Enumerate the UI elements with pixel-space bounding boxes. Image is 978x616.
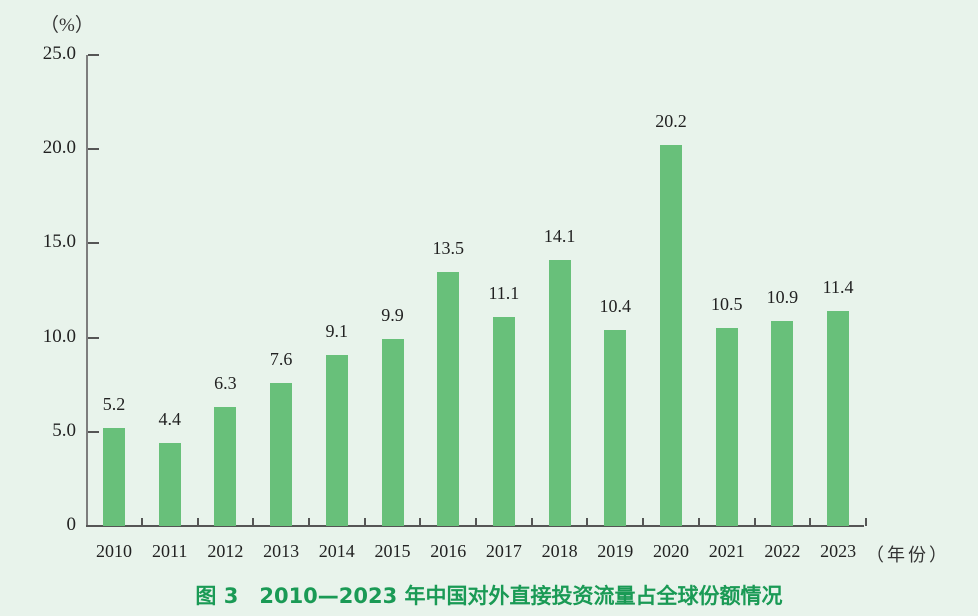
- bar-2017: [492, 316, 515, 526]
- y-tick-mark: [88, 148, 99, 151]
- y-tick-label: 15.0: [42, 231, 76, 253]
- x-tick-label: 2012: [207, 541, 244, 561]
- x-tick-label: 2023: [820, 541, 857, 561]
- x-tick-label: 2011: [152, 541, 188, 561]
- x-tick-label: 2020: [653, 541, 689, 561]
- bar-2021: [715, 328, 738, 526]
- x-tick-mark: [252, 518, 255, 526]
- y-tick-label: 5.0: [52, 419, 76, 441]
- x-tick-mark: [809, 518, 812, 526]
- bar-value-label: 6.3: [214, 373, 237, 394]
- bar-value-label: 10.9: [766, 286, 799, 307]
- bar-2013: [270, 382, 293, 526]
- y-tick-mark: [88, 54, 99, 56]
- bar-2011: [158, 443, 181, 526]
- bar-2019: [604, 330, 627, 526]
- bar-2015: [381, 339, 404, 526]
- x-tick-label: 2016: [430, 541, 467, 561]
- bar-2018: [548, 260, 571, 526]
- bar-value-label: 11.4: [822, 277, 854, 298]
- bar-value-label: 4.4: [158, 409, 181, 430]
- bar-2010: [103, 428, 125, 526]
- x-tick-mark: [697, 518, 700, 526]
- x-tick-label: 2013: [263, 541, 300, 561]
- bar-value-label: 7.6: [269, 348, 293, 369]
- x-tick-label: 2015: [374, 541, 411, 561]
- bar-value-label: 11.1: [488, 282, 520, 303]
- x-tick-label: 2022: [764, 541, 801, 561]
- bar-value-label: 14.1: [543, 226, 576, 247]
- x-tick-mark: [196, 518, 199, 526]
- y-tick-label: 10.0: [42, 325, 76, 347]
- y-tick-label: 0: [66, 514, 77, 535]
- bar-value-label: 10.5: [710, 294, 743, 315]
- chart-caption: 图 3 2010—2023 年中国对外直接投资流量占全球份额情况: [195, 584, 783, 608]
- bar-value-label: 13.5: [432, 237, 464, 258]
- x-tick-mark: [753, 518, 756, 526]
- bar-value-label: 10.4: [599, 296, 632, 317]
- x-tick-mark: [642, 518, 645, 526]
- x-axis-line: [86, 525, 864, 527]
- x-tick-mark: [530, 518, 533, 526]
- x-tick-label: 2021: [708, 541, 745, 561]
- x-tick-label: 2010: [96, 541, 132, 561]
- bar-2014: [325, 354, 348, 526]
- x-axis-unit-label: （年份）: [866, 545, 950, 566]
- bar-value-label: 9.9: [381, 305, 404, 326]
- x-tick-mark: [586, 518, 589, 526]
- y-tick-mark: [88, 430, 99, 433]
- y-tick-label: 25.0: [42, 43, 76, 64]
- x-tick-mark: [864, 518, 867, 526]
- x-tick-label: 2018: [541, 541, 578, 561]
- bar-value-label: 20.2: [655, 111, 687, 132]
- bar-value-label: 9.1: [325, 320, 349, 341]
- x-tick-mark: [475, 518, 478, 526]
- y-tick-mark: [88, 242, 99, 245]
- y-axis-line: [86, 55, 88, 527]
- x-tick-mark: [140, 518, 143, 526]
- x-tick-mark: [363, 518, 366, 526]
- bar-2012: [214, 407, 237, 526]
- x-tick-mark: [307, 518, 310, 526]
- y-tick-label: 20.0: [42, 137, 76, 159]
- y-axis-unit-label: （%）: [40, 15, 94, 36]
- bar-2023: [827, 311, 850, 526]
- y-tick-mark: [88, 336, 99, 339]
- x-tick-mark: [419, 518, 422, 526]
- x-tick-label: 2014: [318, 541, 355, 561]
- bar-2020: [660, 145, 682, 526]
- bar-2022: [771, 320, 794, 526]
- x-tick-label: 2017: [485, 541, 522, 561]
- x-tick-label: 2019: [597, 541, 634, 561]
- bar-value-label: 5.2: [102, 394, 126, 415]
- bar-2016: [437, 271, 460, 526]
